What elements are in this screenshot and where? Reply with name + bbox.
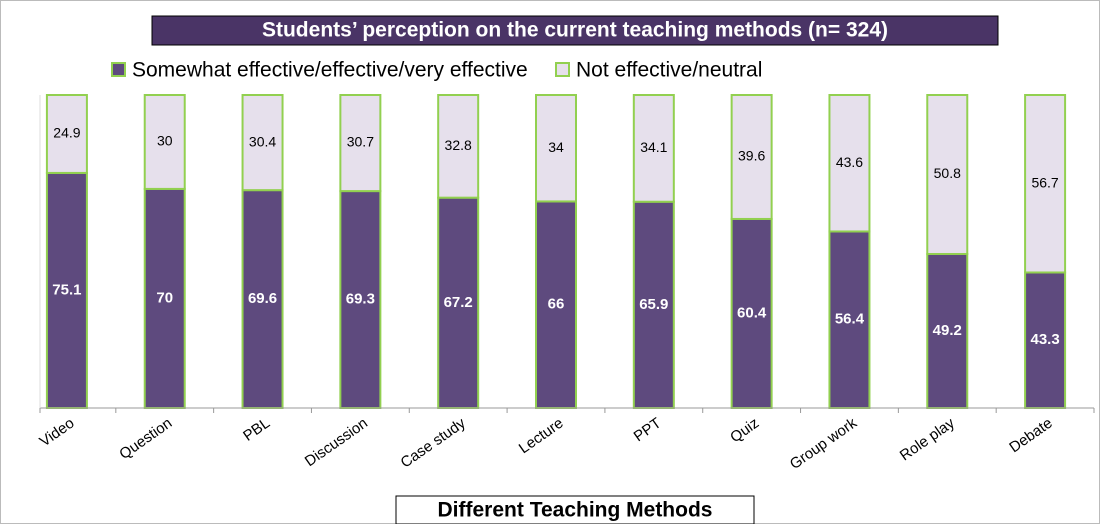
bar-segment <box>1024 94 1067 274</box>
bar-segment <box>241 94 284 192</box>
data-label: 39.6 <box>738 148 765 164</box>
legend-label: Somewhat effective/effective/very effect… <box>132 59 528 82</box>
bar-segment <box>632 200 675 409</box>
bar-segment <box>241 189 284 409</box>
bar-segment <box>339 94 382 193</box>
bar-segment <box>535 94 577 203</box>
bar-segment <box>828 230 871 409</box>
data-label: 24.9 <box>53 125 80 141</box>
data-label: 30.4 <box>249 133 276 149</box>
x-label-box <box>395 495 755 524</box>
data-label: 75.1 <box>52 281 81 298</box>
data-label: 32.8 <box>445 137 472 153</box>
legend-swatch <box>555 62 570 77</box>
data-label: 56.4 <box>835 311 865 328</box>
bar-segment <box>143 187 186 409</box>
bar-segment <box>828 94 871 233</box>
bar-segment <box>339 190 382 409</box>
data-label: 60.4 <box>737 304 767 321</box>
data-label: 50.8 <box>934 165 961 181</box>
bar-segment <box>437 94 480 199</box>
data-label: 56.7 <box>1031 174 1058 190</box>
bar-segment <box>45 94 88 174</box>
bar-segment <box>632 94 675 203</box>
bar-segment <box>926 94 969 256</box>
data-label: 66 <box>548 296 565 313</box>
data-label: 67.2 <box>444 294 473 311</box>
bar-segment <box>730 94 773 220</box>
legend-swatch <box>111 62 126 77</box>
data-label: 70 <box>156 289 173 306</box>
data-label: 69.3 <box>346 291 375 308</box>
data-label: 30.7 <box>347 134 374 150</box>
data-label: 34 <box>548 139 564 155</box>
legend-label: Not effective/neutral <box>576 59 762 82</box>
data-label: 69.6 <box>248 290 277 307</box>
data-label: 30 <box>157 133 173 149</box>
data-label: 49.2 <box>933 322 962 339</box>
data-label: 43.6 <box>836 154 863 170</box>
data-label: 34.1 <box>640 139 667 155</box>
bar-segment <box>535 200 577 409</box>
bar-segment <box>1024 271 1067 410</box>
bar-segment <box>143 94 186 190</box>
data-label: 65.9 <box>639 296 668 313</box>
bar-segment <box>926 253 969 409</box>
x-axis-label: Different Teaching Methods <box>438 499 713 522</box>
title-box <box>151 15 999 46</box>
chart-title: Students’ perception on the current teac… <box>262 19 888 42</box>
data-label: 43.3 <box>1030 331 1059 348</box>
